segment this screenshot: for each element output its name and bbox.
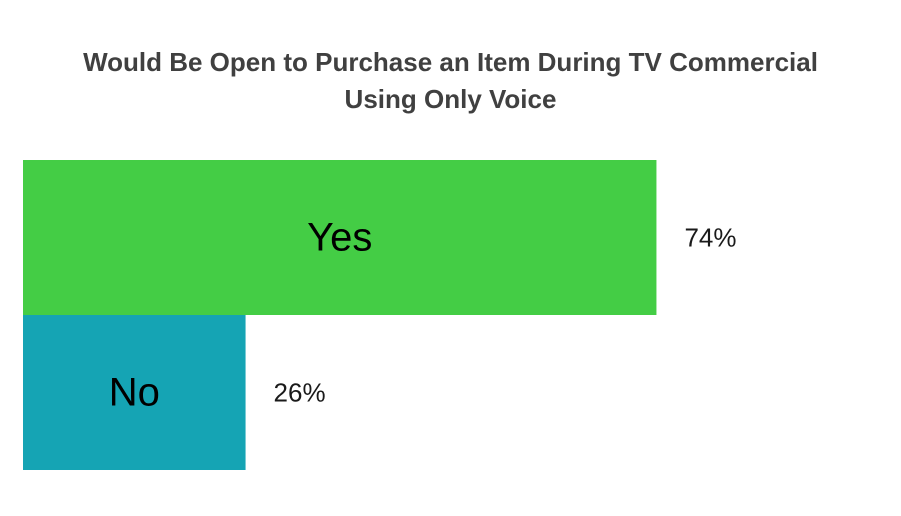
chart-title: Would Be Open to Purchase an Item During… — [0, 44, 901, 118]
chart-title-line-2: Using Only Voice — [344, 84, 557, 114]
category-label-yes: Yes — [307, 216, 372, 260]
bars-layer: Yes 74% No 26% — [23, 160, 736, 470]
value-label-no: 26% — [274, 378, 326, 408]
bar-no — [23, 315, 246, 470]
value-label-yes: 74% — [684, 223, 736, 253]
bar-yes — [23, 160, 657, 315]
chart-title-line-1: Would Be Open to Purchase an Item During… — [83, 47, 818, 77]
category-label-no: No — [109, 371, 160, 415]
